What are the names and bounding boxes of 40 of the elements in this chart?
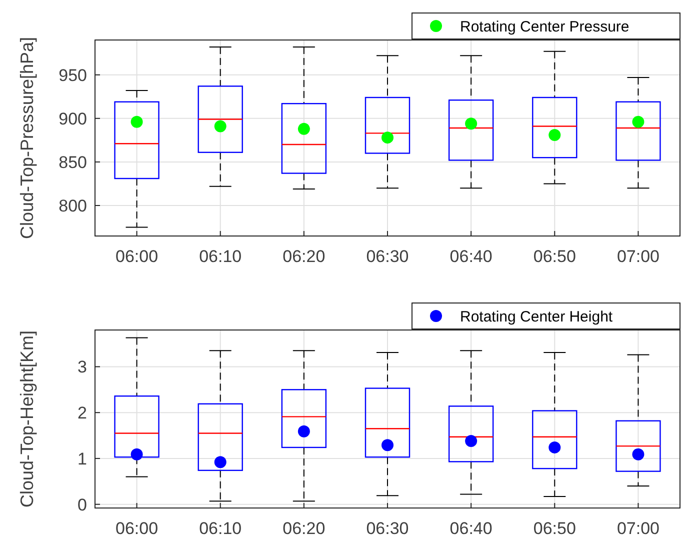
x-tick-label: 06:10	[199, 519, 242, 538]
x-tick-label: 06:50	[533, 247, 576, 266]
y-tick-label: 900	[58, 109, 87, 128]
x-tick-label: 06:40	[450, 519, 492, 538]
x-tick-label: 06:40	[450, 247, 492, 266]
point	[130, 448, 143, 460]
x-tick-label: 06:20	[282, 519, 326, 538]
y-tick-label: 0	[78, 495, 87, 514]
y-tick-label: 2	[78, 404, 87, 423]
x-tick-label: 06:50	[533, 519, 576, 538]
point	[298, 425, 310, 438]
point	[382, 132, 394, 144]
y-tick-label: 1	[78, 449, 87, 468]
point	[214, 456, 226, 468]
point	[130, 116, 143, 128]
point	[465, 118, 478, 130]
x-tick-label: 07:00	[616, 247, 660, 266]
point	[632, 116, 644, 128]
legend-label: Rotating Center Pressure	[460, 18, 630, 36]
x-tick-label: 06:00	[116, 519, 158, 538]
x-tick-label: 06:10	[199, 247, 242, 266]
point	[548, 128, 561, 141]
y-tick-label: 3	[78, 358, 87, 377]
legend-label: Rotating Center Height	[460, 308, 614, 326]
point	[465, 435, 478, 448]
y-tick-label: 850	[58, 152, 87, 172]
y-tick-label: 800	[58, 196, 87, 216]
x-tick-label: 06:30	[366, 519, 409, 538]
point	[298, 122, 310, 135]
point	[382, 439, 394, 452]
y-tick-label: 950	[58, 66, 87, 85]
y-axis-title: Cloud-Top-Pressure[hPa]	[17, 36, 37, 240]
x-tick-label: 07:00	[616, 519, 660, 538]
point	[632, 448, 644, 460]
x-tick-label: 06:00	[116, 247, 158, 266]
point	[214, 120, 226, 132]
point	[548, 441, 561, 454]
x-tick-label: 06:20	[282, 247, 326, 266]
x-tick-label: 06:30	[366, 247, 409, 266]
y-axis-title: Cloud-Top-Height[Km]	[17, 330, 37, 508]
